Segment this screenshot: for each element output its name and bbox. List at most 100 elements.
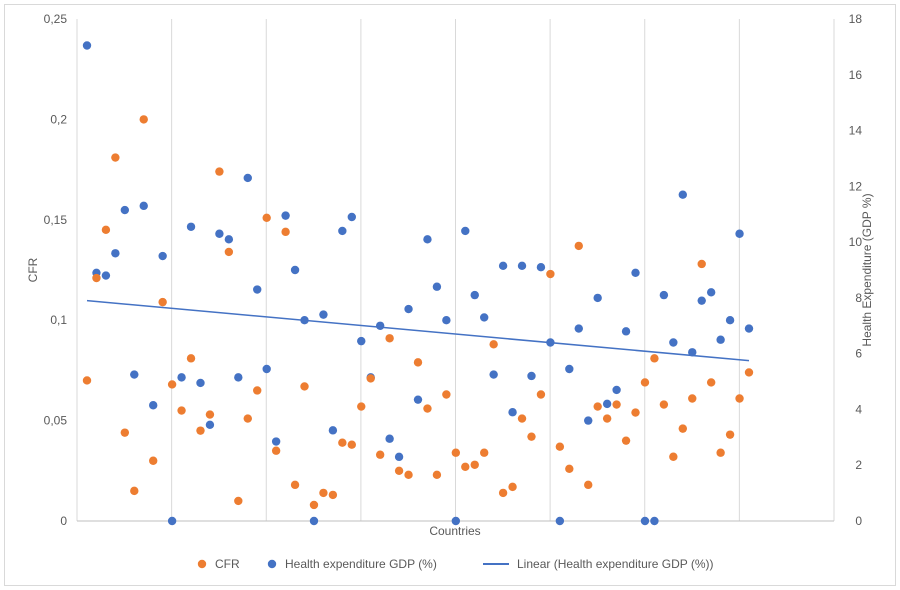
cfr-point [659,400,669,409]
cfr-point [347,440,356,449]
health-expenditure-point [659,290,669,300]
cfr-point [565,464,574,473]
health-expenditure-point [716,335,725,344]
health-expenditure-point [593,293,602,303]
cfr-point [205,410,215,419]
health-expenditure-point [186,222,196,231]
health-expenditure-point [158,251,167,261]
health-expenditure-point [357,336,366,346]
cfr-point [92,273,101,283]
cfr-point [394,466,404,475]
cfr-point [375,450,385,459]
cfr-point [470,460,479,469]
health-expenditure-point [404,304,413,314]
left-tick-label: 0 [60,514,67,528]
health-expenditure-point [574,324,583,333]
health-expenditure-point [328,426,338,435]
cfr-point [706,378,716,387]
right-tick-label: 12 [849,179,863,193]
cfr-point [215,167,224,176]
cfr-point [527,432,536,441]
health-expenditure-point [149,401,158,410]
cfr-point [177,406,186,415]
health-expenditure-point [706,288,716,297]
cfr-point [309,500,319,510]
health-expenditure-point [508,408,517,417]
right-axis-title: Health Expenditure (GDP %) [860,193,874,346]
health-expenditure-point [489,370,498,379]
cfr-point [725,430,735,439]
cfr-point [461,462,470,471]
legend-label-trendline: Linear (Health expenditure GDP (%)) [517,557,714,571]
right-tick-label: 2 [855,458,862,472]
right-tick-label: 8 [855,291,862,305]
cfr-point [640,378,650,387]
health-expenditure-point [688,348,697,357]
cfr-point [300,382,309,391]
cfr-point [149,456,158,465]
cfr-point [555,442,565,451]
cfr-point [688,394,697,403]
health-expenditure-point [338,226,347,236]
cfr-point [621,436,631,445]
health-expenditure-point [309,516,319,526]
cfr-point [130,486,139,496]
cfr-series [82,115,754,510]
cfr-point [196,426,205,435]
health-expenditure-point [196,378,205,388]
cfr-point [167,380,177,389]
legend: CFR Health expenditure GDP (%) Linear (H… [197,557,714,571]
health-expenditure-series [82,41,754,526]
health-expenditure-point [612,385,621,395]
cfr-point [253,386,262,395]
health-expenditure-point [555,516,565,526]
cfr-point [338,438,347,447]
health-expenditure-point [461,226,470,236]
cfr-point [517,414,527,423]
health-expenditure-point [385,434,394,443]
cfr-point [262,213,271,222]
cfr-point [451,448,461,457]
cfr-point [489,340,498,349]
health-expenditure-point [517,261,527,271]
cfr-point [82,376,92,385]
health-expenditure-point [253,285,262,294]
health-expenditure-point [82,41,92,50]
right-tick-label: 0 [855,514,862,528]
cfr-point [584,480,593,490]
health-expenditure-point [120,205,130,215]
health-expenditure-point [432,282,442,291]
cfr-point [243,414,252,423]
health-expenditure-point [167,516,177,526]
cfr-point [546,269,555,279]
health-expenditure-point [621,327,631,336]
trendline [86,299,750,362]
health-expenditure-point [442,316,451,325]
health-expenditure-point [744,324,754,333]
cfr-point [432,470,442,480]
health-expenditure-point [224,235,234,244]
health-expenditure-point [669,338,678,347]
right-tick-label: 6 [855,347,862,361]
health-expenditure-point [451,516,461,526]
health-expenditure-point [565,364,574,374]
health-expenditure-point [498,261,508,271]
cfr-point [101,225,111,235]
cfr-point [319,488,328,498]
health-expenditure-point [725,316,735,325]
right-tick-label: 16 [849,68,863,82]
health-expenditure-point [290,265,300,275]
health-expenditure-point [536,263,546,272]
cfr-point [158,297,167,307]
legend-marker-health-expenditure [267,559,277,569]
health-expenditure-point [281,211,290,220]
gridlines [76,19,835,521]
cfr-point [735,394,744,403]
legend-label-health-expenditure: Health expenditure GDP (%) [285,557,437,571]
cfr-point [498,488,508,498]
health-expenditure-point [423,235,432,244]
health-expenditure-point [527,371,536,381]
cfr-point [357,402,366,411]
health-expenditure-point [640,516,650,526]
health-expenditure-point [271,437,281,446]
